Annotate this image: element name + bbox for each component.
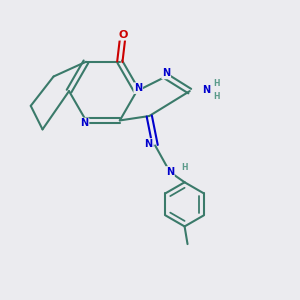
- Text: N: N: [202, 85, 210, 94]
- Text: N: N: [134, 83, 142, 93]
- Text: N: N: [145, 139, 153, 149]
- Text: N: N: [162, 68, 170, 78]
- Text: H: H: [213, 79, 220, 88]
- Text: H: H: [181, 163, 188, 172]
- Text: H: H: [213, 92, 220, 100]
- Text: O: O: [118, 30, 128, 40]
- Text: N: N: [166, 167, 174, 177]
- Text: N: N: [80, 118, 88, 128]
